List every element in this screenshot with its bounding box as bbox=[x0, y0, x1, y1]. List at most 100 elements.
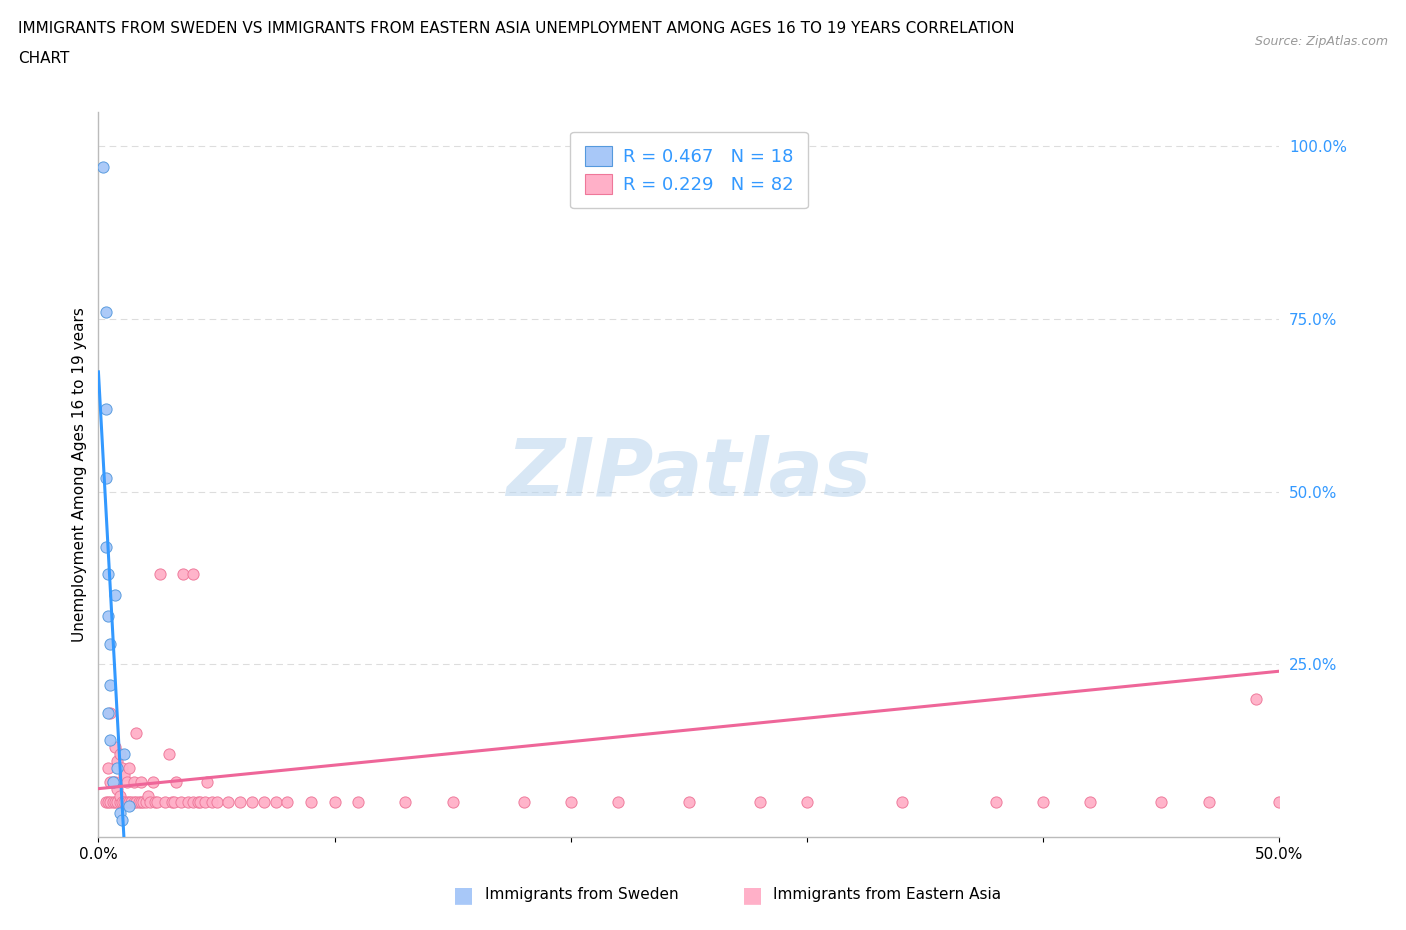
Point bbox=[323, 795, 346, 810]
Point bbox=[108, 747, 131, 762]
Point bbox=[187, 795, 209, 810]
Point bbox=[188, 795, 211, 810]
Point bbox=[105, 795, 128, 810]
Point bbox=[172, 567, 194, 582]
Point bbox=[108, 788, 131, 803]
Point bbox=[94, 471, 117, 485]
Point bbox=[143, 795, 166, 810]
Point bbox=[112, 747, 135, 762]
Point bbox=[111, 761, 134, 776]
Point bbox=[512, 795, 534, 810]
Point bbox=[97, 705, 120, 720]
Point bbox=[1080, 795, 1102, 810]
Point bbox=[111, 812, 134, 827]
Point bbox=[146, 795, 169, 810]
Point bbox=[118, 795, 141, 810]
Point bbox=[105, 781, 128, 796]
Text: Immigrants from Eastern Asia: Immigrants from Eastern Asia bbox=[773, 887, 1001, 902]
Point bbox=[1268, 795, 1291, 810]
Point bbox=[112, 795, 135, 810]
Point bbox=[104, 739, 127, 754]
Point bbox=[1150, 795, 1173, 810]
Point bbox=[181, 795, 204, 810]
Point bbox=[115, 795, 138, 810]
Point bbox=[118, 799, 141, 814]
Point bbox=[253, 795, 276, 810]
Point bbox=[128, 795, 150, 810]
Point bbox=[149, 567, 172, 582]
Text: ZIPatlas: ZIPatlas bbox=[506, 435, 872, 513]
Point bbox=[97, 795, 120, 810]
Legend: R = 0.467   N = 18, R = 0.229   N = 82: R = 0.467 N = 18, R = 0.229 N = 82 bbox=[571, 131, 807, 208]
Point bbox=[94, 795, 117, 810]
Point bbox=[607, 795, 630, 810]
Point bbox=[104, 775, 127, 790]
Point bbox=[129, 795, 152, 810]
Point bbox=[160, 795, 183, 810]
Point bbox=[560, 795, 582, 810]
Point bbox=[163, 795, 186, 810]
Point bbox=[170, 795, 193, 810]
Point bbox=[194, 795, 217, 810]
Point bbox=[98, 678, 121, 693]
Point bbox=[101, 775, 124, 790]
Point bbox=[98, 795, 121, 810]
Point bbox=[229, 795, 252, 810]
Point bbox=[796, 795, 818, 810]
Point bbox=[264, 795, 287, 810]
Point bbox=[91, 159, 114, 174]
Point bbox=[142, 775, 165, 790]
Point bbox=[125, 726, 148, 741]
Point bbox=[115, 775, 138, 790]
Text: Source: ZipAtlas.com: Source: ZipAtlas.com bbox=[1254, 35, 1388, 48]
Point bbox=[195, 775, 218, 790]
Point bbox=[105, 753, 128, 768]
Point bbox=[125, 795, 148, 810]
Point bbox=[394, 795, 416, 810]
Point bbox=[217, 795, 239, 810]
Point bbox=[890, 795, 912, 810]
Point bbox=[108, 805, 131, 820]
Point bbox=[101, 795, 124, 810]
Point bbox=[299, 795, 322, 810]
Point bbox=[97, 608, 120, 623]
Point bbox=[1198, 795, 1220, 810]
Point bbox=[98, 636, 121, 651]
Point bbox=[276, 795, 298, 810]
Point bbox=[441, 795, 464, 810]
Point bbox=[678, 795, 700, 810]
Point bbox=[132, 795, 155, 810]
Point bbox=[112, 767, 135, 782]
Point bbox=[165, 775, 187, 790]
Point bbox=[201, 795, 224, 810]
Point bbox=[118, 761, 141, 776]
Point bbox=[97, 761, 120, 776]
Point bbox=[181, 567, 204, 582]
Point bbox=[347, 795, 370, 810]
Y-axis label: Unemployment Among Ages 16 to 19 years: Unemployment Among Ages 16 to 19 years bbox=[72, 307, 87, 642]
Point bbox=[139, 795, 162, 810]
Point bbox=[153, 795, 176, 810]
Point bbox=[748, 795, 770, 810]
Point bbox=[104, 795, 127, 810]
Point bbox=[98, 705, 121, 720]
Point bbox=[135, 795, 157, 810]
Point bbox=[157, 747, 180, 762]
Point bbox=[111, 795, 134, 810]
Point bbox=[94, 539, 117, 554]
Text: ■: ■ bbox=[742, 884, 762, 905]
Point bbox=[94, 304, 117, 319]
Point bbox=[121, 795, 143, 810]
Point bbox=[984, 795, 1007, 810]
Point bbox=[205, 795, 228, 810]
Point bbox=[98, 733, 121, 748]
Point bbox=[1032, 795, 1054, 810]
Point bbox=[105, 761, 128, 776]
Point bbox=[98, 775, 121, 790]
Point bbox=[136, 788, 159, 803]
Text: Immigrants from Sweden: Immigrants from Sweden bbox=[485, 887, 679, 902]
Point bbox=[94, 401, 117, 416]
Text: ■: ■ bbox=[454, 884, 474, 905]
Point bbox=[177, 795, 200, 810]
Point bbox=[122, 775, 145, 790]
